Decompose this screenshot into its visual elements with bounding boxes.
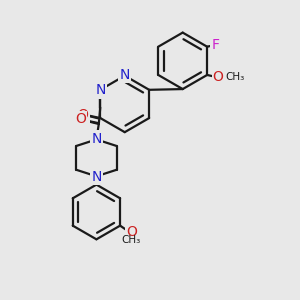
Text: O: O [213, 70, 224, 84]
Text: N: N [119, 68, 130, 82]
Text: O: O [78, 108, 88, 122]
Text: N: N [96, 83, 106, 98]
Text: N: N [91, 132, 102, 145]
Text: CH₃: CH₃ [122, 235, 141, 245]
Text: O: O [126, 225, 137, 239]
Text: O: O [75, 112, 86, 126]
Text: CH₃: CH₃ [226, 72, 245, 82]
Text: F: F [212, 38, 220, 52]
Text: N: N [91, 170, 102, 184]
